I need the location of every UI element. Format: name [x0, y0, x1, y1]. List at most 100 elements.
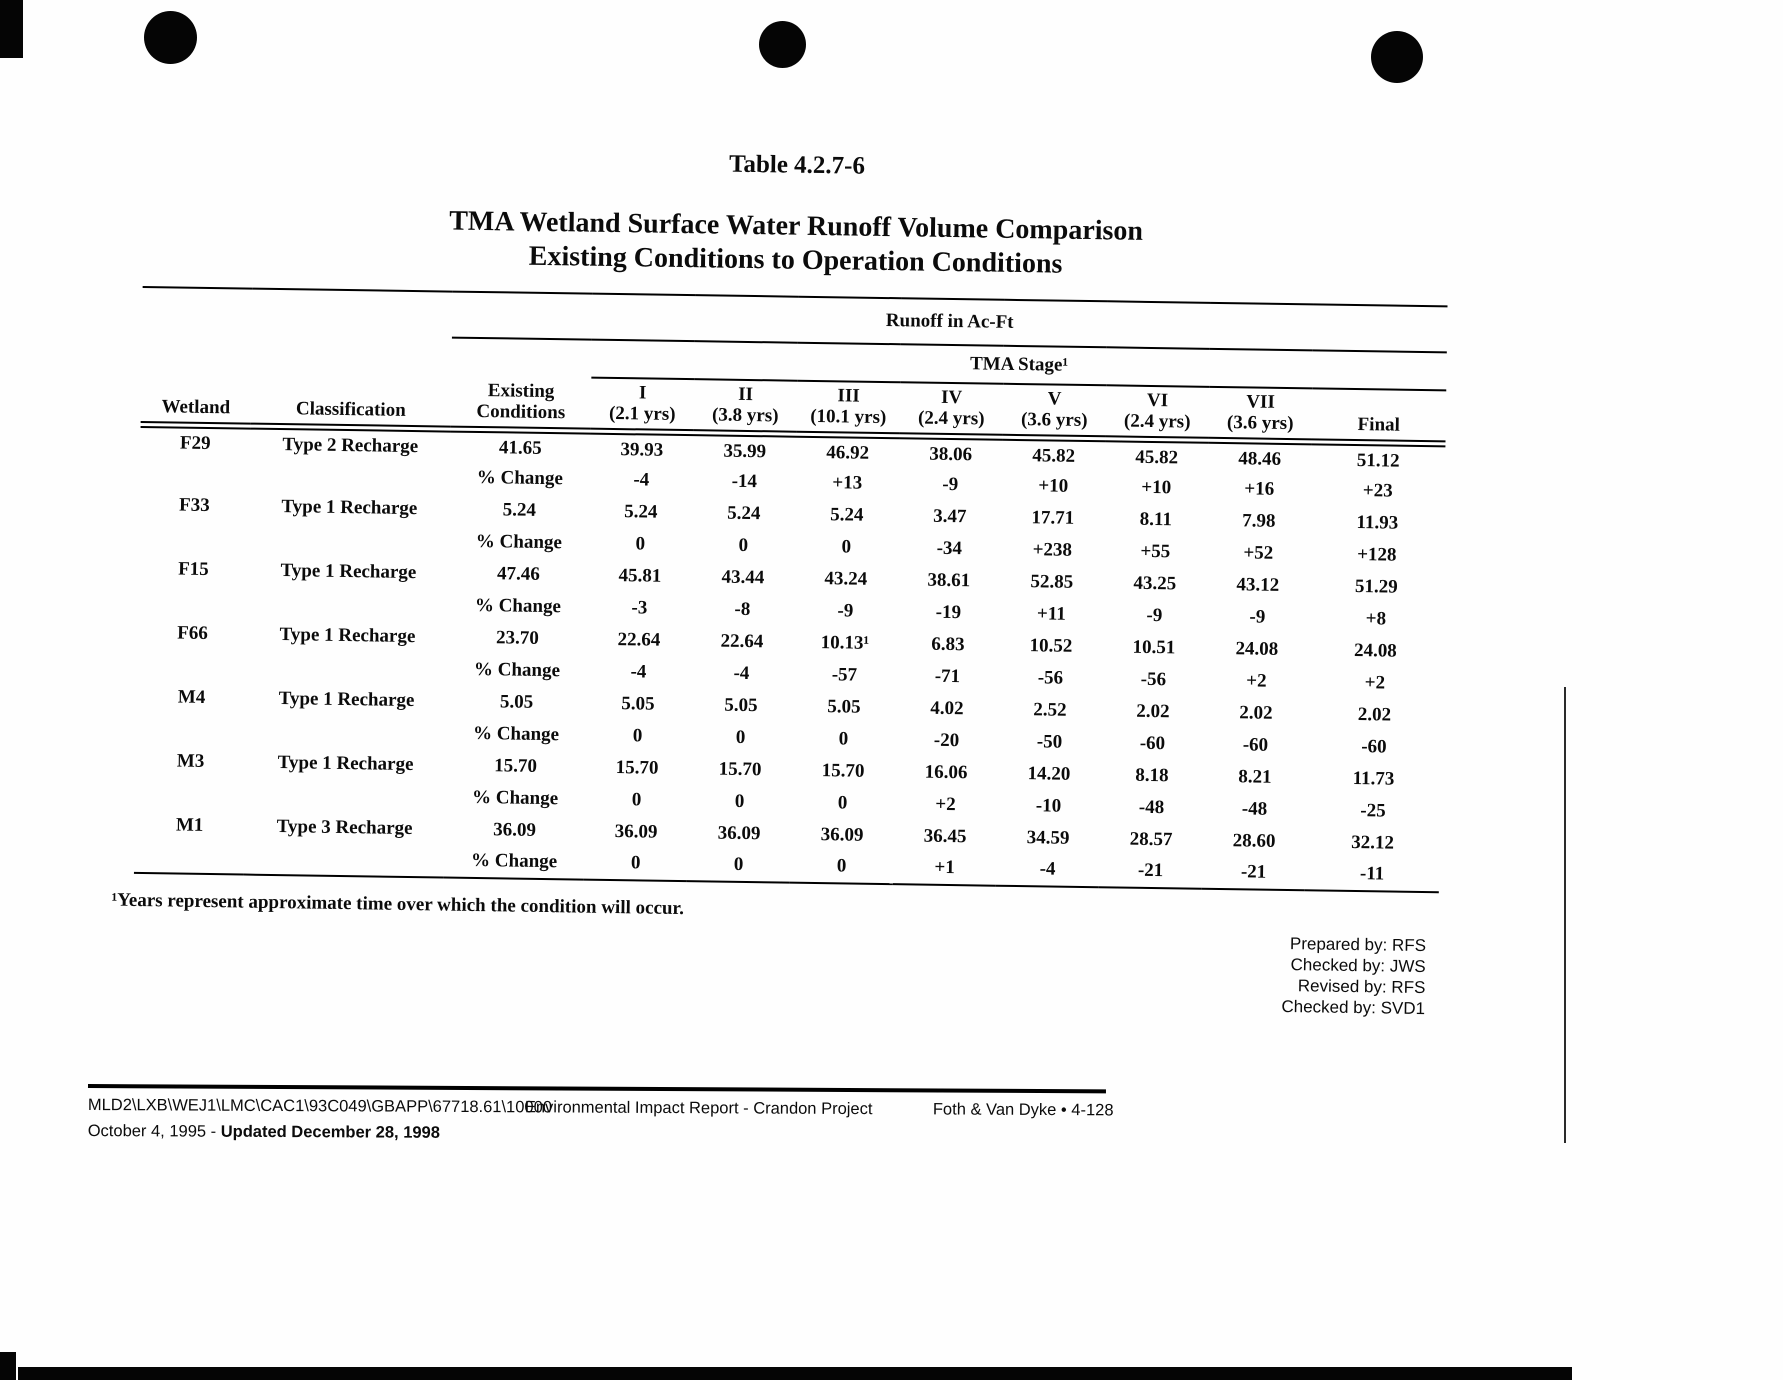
stage-value: 34.59	[1026, 826, 1070, 849]
pct-change-value: -56	[1037, 667, 1064, 689]
runoff-table-body: F29 Type 2 Recharge 41.65 39.93 35.99 46.92 38…	[134, 425, 1446, 892]
col-header-stage-VII: VII (3.6 yrs)	[1208, 386, 1313, 443]
stage-value: 10.51	[1132, 636, 1176, 659]
punch-hole-left	[144, 11, 197, 64]
stage-value: 11.93	[1356, 511, 1399, 534]
pct-change-value: -19	[935, 601, 962, 623]
classification: Type 2 Recharge	[282, 433, 419, 457]
empty-cell	[138, 585, 248, 619]
stage-value: 39.93	[620, 438, 664, 461]
stage-value: 45.82	[1135, 446, 1179, 468]
stage-value: 45.81	[618, 564, 662, 587]
pct-change-value: -25	[1360, 799, 1386, 822]
empty-cell	[136, 713, 246, 747]
pct-change-value: +2	[1246, 670, 1267, 692]
pct-change-value: -9	[1146, 604, 1163, 626]
pct-change-value: 0	[630, 852, 641, 874]
pct-change-value: -9	[837, 600, 854, 622]
stage-value: 46.92	[826, 441, 870, 464]
stage-value: 15.70	[718, 758, 762, 780]
stage-value: 8.21	[1238, 766, 1272, 788]
col-header-stage-III: III (10.1 yrs)	[796, 380, 901, 436]
pct-change-value: +13	[832, 471, 863, 494]
classification: Type 3 Recharge	[276, 815, 413, 839]
pct-change-value: +1	[934, 857, 955, 879]
stage-value: 24.08	[1235, 637, 1279, 660]
existing-value: 41.65	[498, 436, 542, 459]
table-number: Table 4.2.7-6	[728, 150, 866, 180]
classification: Type 1 Recharge	[278, 687, 415, 711]
empty-cell	[137, 649, 247, 683]
stage-value: 48.46	[1238, 447, 1282, 470]
wetland-id: M3	[176, 750, 205, 772]
empty-cell	[139, 521, 249, 555]
pct-change-value: +11	[1036, 603, 1066, 625]
pct-change-value: -60	[1139, 732, 1166, 754]
stage-value: 36.09	[717, 822, 761, 844]
punch-hole-right	[1371, 31, 1423, 83]
stage-value: 36.09	[614, 820, 658, 843]
footer-rule	[87, 1084, 1106, 1094]
stage-years: (3.6 yrs)	[1226, 412, 1294, 435]
empty-cell	[244, 842, 444, 877]
pct-change-value: +52	[1243, 542, 1274, 564]
empty-cell	[245, 778, 445, 813]
empty-cell	[134, 841, 244, 875]
pct-change-value: -48	[1138, 796, 1165, 818]
pct-change-value: -4	[733, 662, 750, 684]
stage-numeral: V	[1047, 388, 1062, 410]
stage-years: (2.4 yrs)	[917, 407, 985, 430]
stage-value: 2.02	[1136, 700, 1170, 723]
pct-change-value: -50	[1036, 731, 1063, 753]
pct-change-value: 0	[735, 726, 746, 748]
stage-numeral: III	[837, 385, 860, 407]
pct-change-value: +23	[1362, 479, 1393, 502]
pct-change-value: -56	[1140, 668, 1167, 690]
col-header-stage-I: I (2.1 yrs)	[590, 377, 695, 433]
existing-header-line2: Conditions	[476, 400, 566, 424]
col-header-wetland: Wetland	[140, 370, 252, 427]
pct-change-value: +128	[1357, 543, 1397, 566]
col-header-stage-II: II (3.8 yrs)	[693, 378, 798, 435]
pct-change-value: +238	[1032, 538, 1073, 561]
pct-change-value: -4	[1039, 858, 1056, 880]
pct-change-value: 0	[836, 855, 847, 877]
existing-value: 5.05	[499, 691, 534, 713]
document-title: TMA Wetland Surface Water Runoff Volume …	[143, 200, 1449, 287]
existing-header-line1: Existing	[487, 379, 555, 402]
stage-years: (3.8 yrs)	[711, 404, 779, 427]
pct-change-label: % Change	[470, 850, 558, 873]
stage-value: 51.12	[1356, 449, 1400, 472]
pct-change-value: +55	[1140, 540, 1171, 563]
footer-report-title: Environmental Impact Report - Crandon Pr…	[524, 1098, 873, 1119]
stage-years: (10.1 yrs)	[810, 405, 887, 429]
scan-artifact-top-left	[0, 0, 23, 58]
stage-value: 7.98	[1242, 510, 1276, 532]
stage-value: 32.12	[1351, 831, 1395, 854]
stage-value: 24.08	[1353, 639, 1397, 662]
pct-change-value: -11	[1359, 863, 1385, 885]
stage-value: 5.05	[724, 694, 758, 716]
stage-numeral: I	[638, 382, 647, 404]
pct-change-value: -14	[731, 470, 758, 492]
pct-change-value: -10	[1035, 795, 1062, 817]
pct-change-value: +2	[1364, 671, 1386, 694]
scan-artifact-bottom-left	[0, 1352, 16, 1380]
pct-change-value: -9	[1249, 606, 1266, 628]
col-header-stage-VI: VI (2.4 yrs)	[1105, 385, 1210, 441]
pct-change-value: +8	[1365, 607, 1387, 630]
stage-value: 10.13¹	[820, 631, 870, 654]
stage-value: 45.82	[1032, 444, 1076, 467]
wetland-id: F66	[177, 622, 208, 644]
stage-value: 5.05	[621, 692, 655, 715]
stage-value: 5.24	[830, 503, 864, 526]
pct-change-value: 0	[734, 790, 745, 812]
stage-years: (3.6 yrs)	[1020, 409, 1088, 431]
stage-value: 51.29	[1354, 575, 1398, 598]
stage-value: 22.64	[720, 630, 764, 652]
col-header-stage-V: V (3.6 yrs)	[1002, 383, 1107, 440]
stage-value: 36.09	[820, 823, 864, 846]
stage-years: (2.1 yrs)	[608, 402, 676, 425]
pct-change-value: 0	[631, 789, 642, 811]
